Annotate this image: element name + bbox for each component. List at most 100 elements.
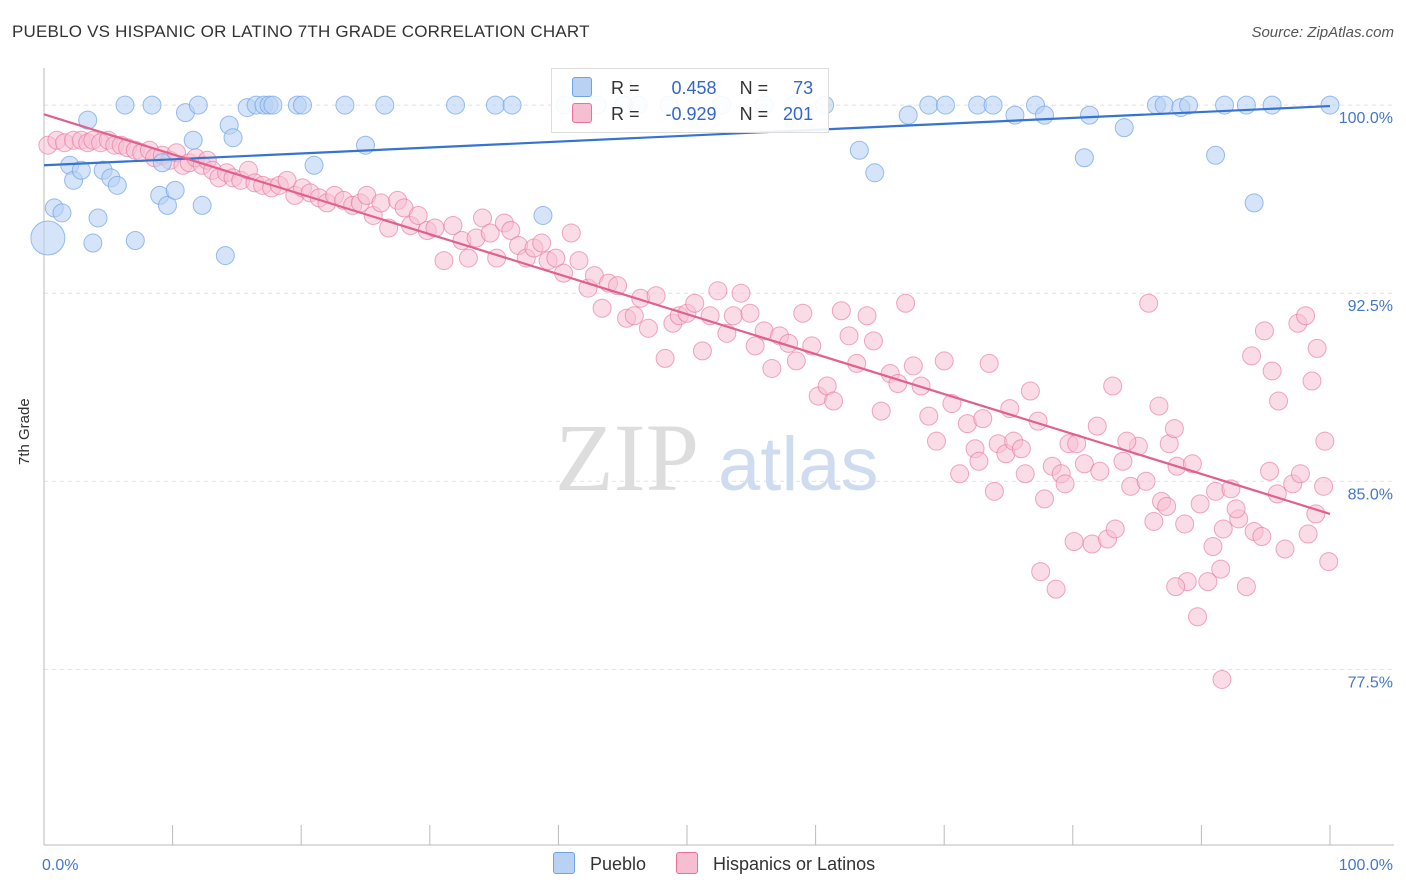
hispanic-point bbox=[532, 233, 552, 253]
hispanic-point bbox=[685, 293, 705, 313]
pueblo-point bbox=[1074, 148, 1094, 168]
hispanic-point bbox=[458, 248, 478, 268]
hispanic-point bbox=[546, 248, 566, 268]
series-legend-hispanic[interactable]: Hispanics or Latinos bbox=[676, 852, 875, 875]
legend-r-label: R = bbox=[611, 78, 640, 98]
hispanic-point bbox=[942, 394, 962, 414]
pueblo-point bbox=[865, 163, 885, 183]
hispanic-point bbox=[1315, 431, 1335, 451]
pueblo-point bbox=[898, 105, 918, 125]
hispanic-point bbox=[1090, 461, 1110, 481]
pueblo-point bbox=[1206, 145, 1226, 165]
pueblo-point bbox=[192, 195, 212, 215]
hispanic-point bbox=[624, 306, 644, 326]
hispanic-point bbox=[638, 318, 658, 338]
hispanic-point bbox=[1252, 526, 1272, 546]
pueblo-point bbox=[125, 231, 145, 251]
hispanic-point bbox=[1166, 577, 1186, 597]
hispanic-point bbox=[731, 283, 751, 303]
hispanic-point bbox=[473, 208, 493, 228]
chart-source: Source: ZipAtlas.com bbox=[1251, 24, 1394, 41]
pueblo-point bbox=[263, 95, 283, 115]
legend-swatch-hispanic bbox=[572, 103, 592, 123]
hispanic-point bbox=[1074, 454, 1094, 474]
pueblo-point bbox=[165, 180, 185, 200]
hispanic-point bbox=[1212, 669, 1232, 689]
hispanic-point bbox=[1011, 439, 1031, 459]
legend-n-label: N = bbox=[739, 78, 769, 98]
hispanic-point bbox=[1117, 431, 1137, 451]
hispanic-point bbox=[1164, 419, 1184, 439]
legend-row-hispanic: R = -0.929 N = 201 bbox=[572, 103, 813, 125]
pueblo-point bbox=[183, 130, 203, 150]
hispanic-point bbox=[1226, 499, 1246, 519]
chart-title: PUEBLO VS HISPANIC OR LATINO 7TH GRADE C… bbox=[12, 22, 590, 41]
pueblo-point bbox=[304, 155, 324, 175]
legend-r-value-hispanic: -0.929 bbox=[665, 104, 717, 124]
pueblo-point bbox=[1179, 95, 1199, 115]
pueblo-point bbox=[919, 95, 939, 115]
y-axis-label: 7th Grade bbox=[16, 398, 33, 465]
pueblo-point bbox=[1320, 95, 1340, 115]
stats-legend: R = 0.458 N = 73 R = -0.929 N = 201 bbox=[551, 68, 829, 133]
pueblo-point bbox=[1114, 118, 1134, 138]
hispanic-point bbox=[1290, 464, 1310, 484]
pueblo-point bbox=[188, 95, 208, 115]
hispanic-point bbox=[1296, 306, 1316, 326]
hispanic-point bbox=[1113, 451, 1133, 471]
pueblo-point bbox=[935, 95, 955, 115]
hispanic-point bbox=[501, 220, 521, 240]
hispanic-point bbox=[708, 281, 728, 301]
hispanic-point bbox=[655, 348, 675, 368]
hispanic-point bbox=[903, 356, 923, 376]
hispanic-point bbox=[480, 223, 500, 243]
pueblo-point bbox=[485, 95, 505, 115]
pueblo-point bbox=[115, 95, 135, 115]
pueblo-point bbox=[533, 205, 553, 225]
hispanic-point bbox=[1302, 371, 1322, 391]
hispanic-point bbox=[692, 341, 712, 361]
hispanic-point bbox=[979, 353, 999, 373]
hispanic-point bbox=[1105, 519, 1125, 539]
hispanic-point bbox=[1087, 416, 1107, 436]
series-legend-pueblo[interactable]: Pueblo bbox=[553, 852, 646, 875]
pueblo-point bbox=[1080, 105, 1100, 125]
hispanic-point bbox=[934, 351, 954, 371]
hispanic-point bbox=[408, 205, 428, 225]
pueblo-point bbox=[78, 110, 98, 130]
hispanic-point bbox=[1260, 461, 1280, 481]
x-tick-labels: 0.0% 100.0% bbox=[42, 857, 1393, 874]
hispanic-point bbox=[786, 351, 806, 371]
pueblo-point bbox=[223, 128, 243, 148]
pueblo-point bbox=[30, 220, 66, 256]
y-tick-label: 100.0% bbox=[1339, 110, 1393, 127]
pueblo-point bbox=[215, 246, 235, 266]
hispanic-point bbox=[1319, 552, 1339, 572]
pueblo-point bbox=[502, 95, 522, 115]
hispanic-trend-line bbox=[43, 113, 1331, 515]
hispanic-point bbox=[1144, 511, 1164, 531]
hispanic-point bbox=[1188, 607, 1208, 627]
legend-n-value-hispanic: 201 bbox=[783, 104, 814, 124]
hispanic-point bbox=[569, 251, 589, 271]
pueblo-point bbox=[52, 203, 72, 223]
y-tick-label: 77.5% bbox=[1348, 674, 1393, 691]
watermark-atlas: atlas bbox=[718, 422, 879, 507]
pueblo-point bbox=[107, 175, 127, 195]
pueblo-point bbox=[335, 95, 355, 115]
pueblo-point bbox=[1215, 95, 1235, 115]
y-tick-labels: 77.5% 85.0% 92.5% 100.0% bbox=[1339, 110, 1393, 691]
hispanic-point bbox=[723, 306, 743, 326]
hispanic-point bbox=[762, 358, 782, 378]
y-tick-label: 85.0% bbox=[1348, 486, 1393, 503]
hispanic-point bbox=[1035, 489, 1055, 509]
legend-r-label: R = bbox=[611, 104, 640, 124]
hispanic-points bbox=[38, 130, 1339, 689]
hispanic-point bbox=[1262, 361, 1282, 381]
hispanic-point bbox=[1190, 494, 1210, 514]
hispanic-point bbox=[919, 406, 939, 426]
watermark: ZIP atlas bbox=[555, 404, 879, 511]
axes bbox=[43, 68, 1394, 846]
hispanic-point bbox=[1064, 532, 1084, 552]
